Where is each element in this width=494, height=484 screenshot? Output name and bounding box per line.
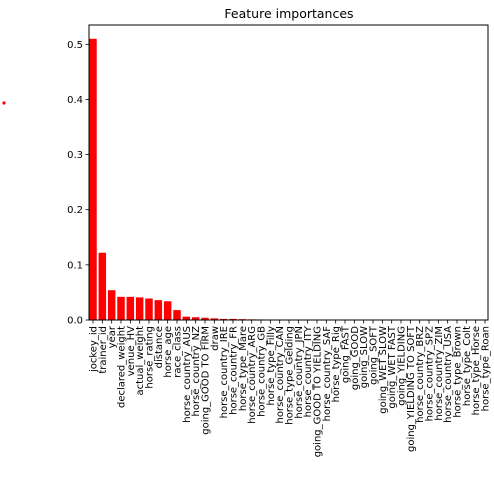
- x-tick-label: year: [107, 325, 118, 348]
- x-tick-label: horse_type_Colt: [462, 326, 473, 406]
- x-tick-label: horse_type_Roan: [481, 326, 492, 411]
- x-tick-label: horse_country_GB: [257, 326, 268, 417]
- x-tick-label: horse_country_AUS: [182, 326, 193, 423]
- bar-draw: [210, 318, 219, 320]
- bar-race_class: [173, 310, 181, 320]
- x-tick-label: going_SOFT: [369, 325, 380, 385]
- x-tick-label: horse_country_ITY: [303, 325, 314, 417]
- x-tick-label: horse_country_NZ: [191, 326, 202, 417]
- x-tick-label: going_YIELDING: [397, 326, 408, 406]
- bar-horse_country_IRE: [219, 318, 228, 320]
- x-tick-label: horse_country_BRZ: [415, 326, 426, 423]
- bar-horse_country_NZ: [191, 317, 200, 320]
- bar-year: [107, 290, 116, 320]
- x-tick-label: going_FAST: [341, 325, 352, 383]
- bar-trainer_id: [98, 252, 107, 320]
- stray-red-dot: [2, 101, 6, 105]
- x-tick-label: horse_rating: [145, 326, 156, 389]
- x-tick-label: horse_country_FR: [229, 326, 240, 415]
- x-tick-label: jockey_id: [89, 326, 100, 373]
- y-tick-label: 0.2: [67, 205, 83, 216]
- bar-declared_weight: [117, 296, 125, 320]
- x-tick-label: horse_age: [163, 326, 174, 378]
- x-tick-label: going_YIELDING TO SOFT: [406, 325, 417, 452]
- x-tick-label: going_GOOD: [350, 326, 361, 390]
- x-tick-label: going_GOOD TO FIRM: [201, 326, 212, 435]
- x-tick-label: horse_country_CAN: [275, 326, 286, 423]
- bar-horse_rating: [145, 298, 153, 320]
- x-tick-label: horse_country_ZIM: [434, 326, 445, 421]
- bar-horse_age: [163, 301, 172, 320]
- plot-frame: [88, 24, 489, 321]
- bar-distance: [154, 300, 163, 320]
- x-tick-label: actual_weight: [135, 326, 146, 396]
- y-tick-label: 0.3: [67, 150, 83, 161]
- y-tick-label: 0.4: [67, 95, 83, 106]
- x-tick-label: horse_type_Mare: [238, 326, 249, 411]
- x-axis: jockey_idtrainer_idyeardeclared_weightve…: [89, 320, 492, 457]
- bar-jockey_id: [89, 38, 97, 320]
- x-tick-label: draw: [210, 326, 221, 351]
- y-tick-label: 0.5: [67, 40, 83, 51]
- bar-horse_country_AUS: [182, 316, 191, 320]
- x-tick-label: going_SLOW: [359, 326, 370, 388]
- bars-group: [89, 38, 331, 320]
- x-tick-label: horse_country_USA: [443, 326, 454, 423]
- x-tick-label: horse_country_SAF: [322, 326, 333, 422]
- x-tick-label: horse_type_Filly: [266, 326, 277, 406]
- bar-venue_HV: [126, 296, 135, 320]
- x-tick-label: going_WET FAST: [387, 325, 398, 408]
- y-tick-label: 0.0: [67, 316, 83, 327]
- y-axis: 0.0 0.1 0.2 0.3 0.4 0.5: [67, 40, 89, 327]
- chart-title: Feature importances: [224, 6, 353, 21]
- x-tick-label: horse_type_Horse: [471, 326, 482, 415]
- x-tick-label: declared_weight: [117, 326, 128, 408]
- x-tick-label: horse_country_JPN: [294, 326, 305, 419]
- x-tick-label: horse_country_SPZ: [425, 326, 436, 422]
- x-tick-label: horse_country_ARG: [247, 326, 258, 424]
- x-tick-label: horse_type_Brown: [453, 326, 464, 418]
- y-tick-label: 0.1: [67, 260, 83, 271]
- x-tick-label: distance: [154, 326, 165, 368]
- x-tick-label: horse_country_IRE: [219, 326, 230, 418]
- bar-horse_country_FR: [229, 318, 237, 320]
- x-tick-label: venue_HV: [126, 326, 137, 376]
- x-tick-label: horse_type_Gelding: [285, 326, 296, 425]
- x-tick-label: going_GOOD TO YIELDING: [313, 326, 324, 457]
- bar-going_GOOD TO FIRM: [201, 317, 209, 320]
- x-tick-label: going_WET SLOW: [378, 326, 389, 414]
- x-tick-label: race_class: [173, 326, 184, 378]
- bar-actual_weight: [135, 297, 144, 320]
- x-tick-label: horse_type_Rig: [331, 326, 342, 402]
- x-tick-label: trainer_id: [98, 326, 109, 374]
